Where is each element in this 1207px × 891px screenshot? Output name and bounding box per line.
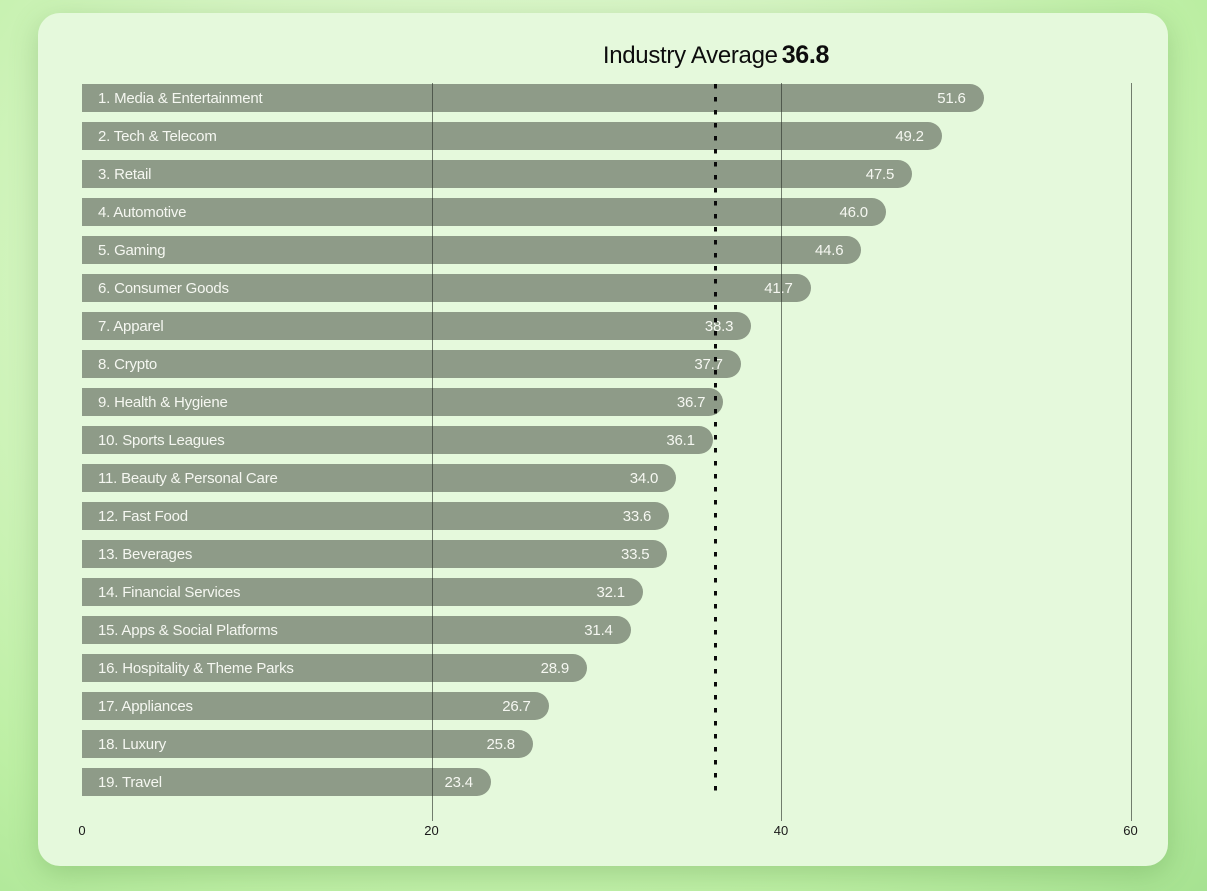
bar-label: 7. Apparel bbox=[98, 317, 164, 335]
bar-row: 6. Consumer Goods 41.7 bbox=[82, 274, 1168, 302]
bar-value: 47.5 bbox=[865, 165, 895, 183]
bar-label: 1. Media & Entertainment bbox=[98, 89, 263, 107]
x-tick-label-60: 60 bbox=[1123, 823, 1138, 838]
bar-label: 4. Automotive bbox=[98, 203, 187, 221]
bar-row: 7. Apparel 38.3 bbox=[82, 312, 1168, 340]
bar-row: 1. Media & Entertainment 51.6 bbox=[82, 84, 1168, 112]
bar-row: 15. Apps & Social Platforms 31.4 bbox=[82, 616, 1168, 644]
bar-row: 11. Beauty & Personal Care 34.0 bbox=[82, 464, 1168, 492]
bar: 2. Tech & Telecom 49.2 bbox=[82, 122, 942, 150]
bar-value: 49.2 bbox=[895, 127, 924, 145]
bar-label: 5. Gaming bbox=[98, 241, 166, 259]
bar-value: 31.4 bbox=[584, 621, 613, 639]
gridline-20 bbox=[431, 83, 433, 821]
bar-label: 13. Beverages bbox=[98, 545, 193, 563]
bar-label: 14. Financial Services bbox=[98, 583, 241, 601]
bar: 6. Consumer Goods 41.7 bbox=[82, 274, 811, 302]
bar: 10. Sports Leagues 36.1 bbox=[82, 426, 713, 454]
x-tick-label-0: 0 bbox=[78, 823, 86, 838]
bar-value: 46.0 bbox=[839, 203, 868, 221]
bar-row: 14. Financial Services 32.1 bbox=[82, 578, 1168, 606]
bar-value: 51.6 bbox=[937, 89, 966, 107]
bar: 8. Crypto 37.7 bbox=[82, 350, 741, 378]
bar: 12. Fast Food 33.6 bbox=[82, 502, 670, 530]
bar-row: 2. Tech & Telecom 49.2 bbox=[82, 122, 1168, 150]
bar-label: 3. Retail bbox=[98, 165, 152, 183]
bar-label: 17. Appliances bbox=[98, 697, 193, 715]
bar-value: 26.7 bbox=[502, 697, 531, 715]
chart-title-value: 36.8 bbox=[781, 41, 830, 69]
bar-value: 28.9 bbox=[540, 659, 570, 677]
bar-chart: 1. Media & Entertainment 51.6 2. Tech & … bbox=[82, 84, 1168, 796]
bar-value: 44.6 bbox=[814, 241, 844, 259]
bar-value: 33.6 bbox=[622, 507, 652, 525]
bar-label: 15. Apps & Social Platforms bbox=[98, 621, 278, 639]
bar-row: 4. Automotive 46.0 bbox=[82, 198, 1168, 226]
bar-label: 2. Tech & Telecom bbox=[98, 127, 217, 145]
bar: 18. Luxury 25.8 bbox=[82, 730, 533, 758]
bar-label: 8. Crypto bbox=[98, 355, 158, 373]
bar: 16. Hospitality & Theme Parks 28.9 bbox=[82, 654, 587, 682]
bar: 1. Media & Entertainment 51.6 bbox=[82, 84, 984, 112]
bar-value: 25.8 bbox=[486, 735, 515, 753]
bar-row: 9. Health & Hygiene 36.7 bbox=[82, 388, 1168, 416]
bar-value: 33.5 bbox=[620, 545, 650, 563]
bar: 9. Health & Hygiene 36.7 bbox=[82, 388, 724, 416]
bar: 13. Beverages 33.5 bbox=[82, 540, 668, 568]
bar-value: 41.7 bbox=[764, 279, 793, 297]
bar-row: 10. Sports Leagues 36.1 bbox=[82, 426, 1168, 454]
bar-value: 36.7 bbox=[676, 393, 706, 411]
x-tick-label-20: 20 bbox=[424, 823, 439, 838]
bar-label: 12. Fast Food bbox=[98, 507, 188, 525]
bar: 11. Beauty & Personal Care 34.0 bbox=[82, 464, 677, 492]
bar: 3. Retail 47.5 bbox=[82, 160, 913, 188]
gridline-40 bbox=[781, 83, 782, 821]
chart-title-label: Industry Average bbox=[602, 42, 778, 69]
bar-label: 16. Hospitality & Theme Parks bbox=[98, 659, 294, 677]
bar-label: 18. Luxury bbox=[98, 735, 167, 753]
bar-label: 11. Beauty & Personal Care bbox=[98, 469, 278, 487]
bar: 14. Financial Services 32.1 bbox=[82, 578, 643, 606]
bar-value: 38.3 bbox=[704, 317, 734, 335]
bar-label: 6. Consumer Goods bbox=[98, 279, 229, 297]
bar-value: 32.1 bbox=[596, 583, 625, 601]
bar: 4. Automotive 46.0 bbox=[82, 198, 886, 226]
bar: 7. Apparel 38.3 bbox=[82, 312, 752, 340]
bar-value: 36.1 bbox=[666, 431, 695, 449]
bar: 5. Gaming 44.6 bbox=[82, 236, 862, 264]
bar-label: 9. Health & Hygiene bbox=[98, 393, 228, 411]
bar-label: 19. Travel bbox=[98, 773, 162, 791]
bar-value: 37.7 bbox=[694, 355, 723, 373]
bar: 15. Apps & Social Platforms 31.4 bbox=[82, 616, 631, 644]
bar-label: 10. Sports Leagues bbox=[98, 431, 225, 449]
bar-value: 34.0 bbox=[629, 469, 659, 487]
x-tick-label-40: 40 bbox=[773, 823, 789, 838]
bar-row: 13. Beverages 33.5 bbox=[82, 540, 1168, 568]
gridline-60 bbox=[1130, 83, 1132, 821]
bar: 19. Travel 23.4 bbox=[82, 768, 491, 796]
chart-title: Industry Average 36.8 bbox=[602, 41, 830, 70]
bar-row: 3. Retail 47.5 bbox=[82, 160, 1168, 188]
bar-row: 17. Appliances 26.7 bbox=[82, 692, 1168, 720]
average-dotted-line bbox=[714, 84, 717, 795]
bar-value: 23.4 bbox=[444, 773, 473, 791]
bar: 17. Appliances 26.7 bbox=[82, 692, 549, 720]
bar-row: 12. Fast Food 33.6 bbox=[82, 502, 1168, 530]
bar-row: 16. Hospitality & Theme Parks 28.9 bbox=[82, 654, 1168, 682]
bar-row: 19. Travel 23.4 bbox=[82, 768, 1168, 796]
bar-row: 18. Luxury 25.8 bbox=[82, 730, 1168, 758]
chart-card: Industry Average 36.8 1. Media & Entertai… bbox=[38, 13, 1168, 866]
bar-row: 8. Crypto 37.7 bbox=[82, 350, 1168, 378]
bar-row: 5. Gaming 44.6 bbox=[82, 236, 1168, 264]
